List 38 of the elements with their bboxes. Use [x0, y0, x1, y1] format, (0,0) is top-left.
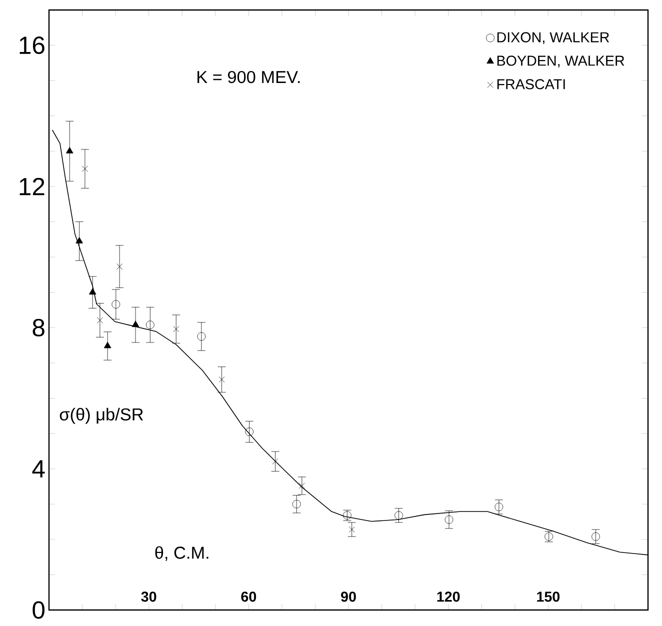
point [76, 236, 83, 244]
point [292, 500, 301, 508]
y-tick-label: 0 [32, 601, 45, 619]
point [592, 532, 600, 541]
point [116, 264, 123, 270]
point [112, 300, 120, 309]
x-tick-label: 60 [241, 592, 256, 602]
point [88, 288, 96, 295]
point [245, 428, 254, 436]
point [146, 320, 154, 330]
legend-label: FRASCATI [497, 79, 565, 90]
x-tick-label: 120 [437, 592, 460, 602]
point [96, 317, 103, 324]
point [104, 342, 112, 348]
legend-label: BOYDEN, WALKER [497, 56, 624, 68]
point [197, 332, 206, 341]
point [82, 166, 88, 172]
y-tick-label: 16 [20, 36, 44, 54]
point [132, 320, 140, 328]
point [494, 502, 504, 512]
x-tick-label: 150 [537, 592, 560, 602]
x-tick-label: 30 [141, 592, 156, 602]
point [298, 482, 305, 489]
point [444, 515, 454, 524]
point [66, 146, 74, 154]
text: K = 900 MEV. [198, 70, 300, 84]
y-axis-title: σ(θ) μb/SR [60, 408, 143, 424]
x-tick-label: 90 [341, 592, 356, 602]
point [218, 376, 225, 383]
y-tick-label: 12 [20, 178, 44, 196]
point [394, 511, 403, 520]
x-axis-title: θ, C.M. [155, 546, 208, 561]
legend-label: DIXON, WALKER [497, 32, 610, 44]
point [272, 458, 278, 464]
y-tick-label: 8 [32, 318, 44, 336]
point [348, 526, 355, 533]
y-tick-label: 4 [32, 460, 45, 478]
point [173, 326, 180, 332]
